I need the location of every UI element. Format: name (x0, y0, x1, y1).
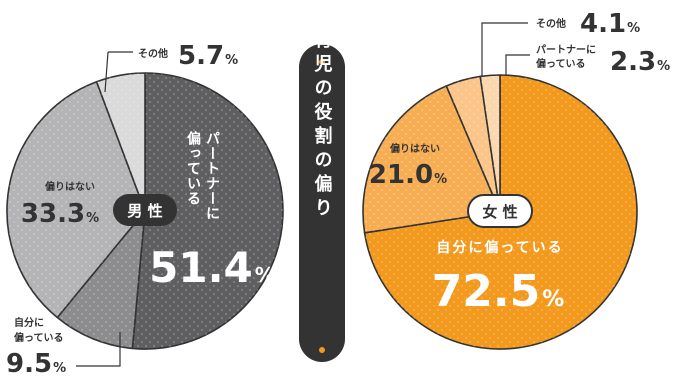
male-none-value: 33.3% (21, 199, 99, 229)
center-banner (299, 44, 345, 362)
female-self-number: 72.5 (432, 266, 541, 317)
female-slice-1-texture (363, 85, 500, 233)
male-self-number: 9.5 (6, 349, 52, 376)
male-other-label: その他 (138, 47, 168, 60)
female-none-unit: % (434, 172, 447, 187)
male-self-unit: % (53, 361, 66, 376)
female-partner-leader (505, 54, 530, 76)
female-self-unit: % (542, 287, 564, 312)
banner-dot-bottom (319, 347, 325, 353)
male-self-label-line1: 自分に (14, 316, 44, 329)
male-self-leader (76, 332, 121, 367)
female-other-number: 4.1 (580, 9, 626, 39)
male-self-label-line2: 偏っている (14, 331, 64, 344)
male-partner-number: 51.4 (149, 243, 253, 292)
male-other-number: 5.7 (178, 41, 224, 71)
male-self-value: 9.5% (6, 349, 66, 376)
female-partner-label-line1: パートナーに (536, 44, 596, 56)
male-slice-2-texture (6, 81, 145, 318)
male-none-label: 偏りはない (45, 180, 95, 193)
female-partner-unit: % (657, 59, 670, 74)
female-partner-number: 2.3 (610, 47, 656, 77)
female-slice-3-texture (480, 75, 500, 212)
female-partner-value: 2.3% (610, 47, 670, 77)
male-slice-1-texture (57, 211, 145, 349)
male-partner-label-line2: 偏っている (185, 130, 201, 206)
female-none-label: 偏りはない (390, 142, 440, 155)
center-title: 家事・育児の役割の偏り (312, 0, 334, 222)
male-none-unit: % (86, 211, 99, 226)
male-partner-unit: % (255, 263, 275, 287)
female-center-pill (467, 194, 533, 228)
female-other-value: 4.1% (580, 9, 640, 39)
male-partner-label-line1: パートナーに (204, 131, 220, 221)
male-other-unit: % (225, 53, 238, 68)
male-center-pill (113, 194, 177, 226)
male-center-label: 男 性 (127, 202, 162, 220)
male-none-number: 33.3 (21, 199, 85, 229)
female-none-number: 21.0 (369, 160, 433, 190)
female-center-label: 女 性 (482, 203, 517, 221)
male-other-value: 5.7% (178, 41, 238, 71)
female-none-value: 21.0% (369, 160, 447, 190)
female-other-unit: % (627, 21, 640, 36)
female-other-label: その他 (536, 17, 566, 30)
female-other-leader (481, 22, 528, 77)
female-slice-2-texture (446, 76, 500, 213)
female-self-value: 72.5% (432, 266, 565, 317)
male-partner-value: 51.4% (149, 243, 275, 292)
female-partner-label-line2: 偏っている (536, 57, 586, 70)
male-other-leader-a (104, 51, 109, 93)
male-slice-3-texture (96, 73, 145, 211)
male-pie (6, 72, 284, 350)
banner-dot-top (319, 59, 325, 65)
male-slice-0-texture (132, 73, 283, 349)
female-self-label: 自分に偏っている (436, 239, 563, 256)
